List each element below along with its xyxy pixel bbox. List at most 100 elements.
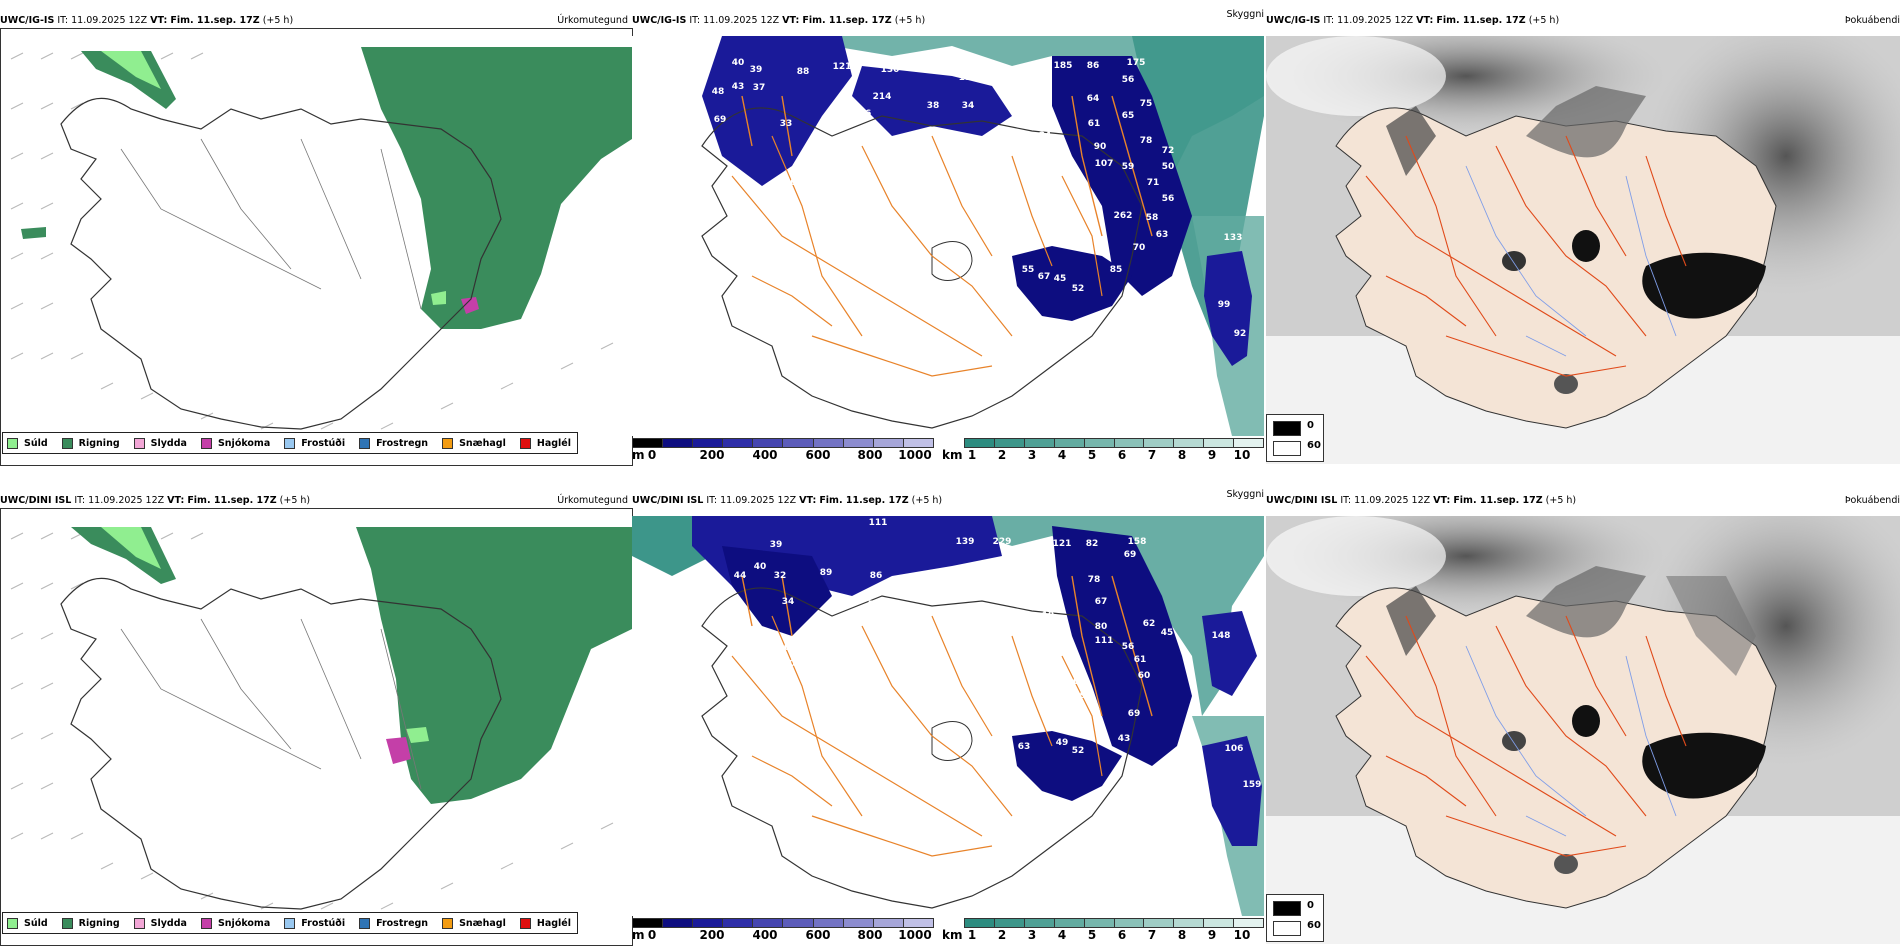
ceiling-value-label: 99	[1217, 300, 1231, 310]
cloud-map-graphic	[632, 516, 1264, 916]
ceiling-value-label: 86	[869, 571, 883, 581]
model-name: UWC/IG-IS	[0, 15, 55, 26]
ceiling-value-label: 99	[1005, 99, 1019, 109]
fog-map-graphic	[1266, 516, 1900, 944]
legend-item: Slydda	[133, 437, 187, 449]
ceiling-value-label: 22	[1045, 642, 1059, 652]
ceiling-value-label: 64	[1086, 94, 1100, 104]
ceiling-value-label: 63	[1155, 230, 1169, 240]
ceiling-unit: m	[632, 928, 645, 942]
fog-legend-high: 0	[1307, 420, 1314, 431]
ceiling-value-label: 50	[1161, 162, 1175, 172]
tick-label: 7	[1147, 448, 1157, 462]
tick-label: 200	[699, 928, 725, 942]
precip-legend: Súld Rigning Slydda Snjókoma Frostúði Fr…	[2, 912, 578, 934]
ceiling-value-label: 107	[777, 643, 797, 653]
lead-time: (+5 h)	[1545, 495, 1577, 506]
tick-label: 3	[1027, 448, 1037, 462]
fog-title: Þokuábendi	[1844, 15, 1900, 26]
tick-label: 1	[967, 928, 977, 942]
legend-item: Slydda	[133, 917, 187, 929]
ceiling-ramp	[632, 438, 934, 448]
cloud-title: Skyggni	[1226, 489, 1264, 500]
ceiling-value-label: 52	[1071, 746, 1085, 756]
fog-map	[1266, 516, 1900, 944]
ceiling-value-label: 56	[783, 178, 797, 188]
tick-label: 1000	[898, 928, 932, 942]
ceiling-value-label: 72	[1049, 689, 1063, 699]
legend-item: Frostregn	[359, 917, 428, 929]
tick-label: 6	[1117, 928, 1127, 942]
legend-item: Frostúði	[284, 917, 345, 929]
it-label: IT:	[706, 495, 718, 506]
ceiling-value-label: 139	[955, 537, 975, 547]
ceiling-value-label: 72	[1161, 146, 1175, 156]
panel-header: UWC/IG-IS IT: 11.09.2025 12Z VT: Fim. 11…	[1266, 14, 1559, 28]
fog-panel-top: UWC/IG-IS IT: 11.09.2025 12Z VT: Fim. 11…	[1266, 14, 1900, 464]
tick-label: 9	[1207, 928, 1217, 942]
ceiling-value-label: 111	[868, 518, 888, 528]
ceiling-value-label: 66	[931, 861, 945, 871]
it-label: IT:	[1323, 15, 1335, 26]
fog-legend: 0 60	[1266, 894, 1324, 942]
lead-time: (+5 h)	[911, 495, 943, 506]
ceiling-value-label: 85	[1109, 265, 1123, 275]
ceiling-value-label: 45	[1160, 628, 1174, 638]
ceiling-value-label: 33	[779, 119, 793, 129]
ceiling-value-label: 40	[753, 562, 767, 572]
ceiling-value-label: 37	[752, 83, 766, 93]
cloud-panel-top: UWC/IG-IS IT: 11.09.2025 12Z VT: Fim. 11…	[632, 9, 1264, 464]
tick-label: 5	[1087, 928, 1097, 942]
vt-label: VT:	[167, 495, 185, 506]
precip-legend: Súld Rigning Slydda Snjókoma Frostúði Fr…	[2, 432, 578, 454]
fog-legend-low: 60	[1307, 440, 1321, 451]
ceiling-value-label: 32	[773, 571, 787, 581]
tick-label: 10	[1233, 448, 1251, 462]
model-name: UWC/IG-IS	[632, 15, 687, 26]
fog-legend-swatch-low	[1273, 441, 1301, 456]
ceiling-value-label: 49	[1055, 738, 1069, 748]
ceiling-value-label: 92	[949, 248, 963, 258]
tick-label: 0	[647, 928, 657, 942]
legend-item: Haglél	[519, 437, 571, 449]
legend-item: Snjókoma	[200, 917, 270, 929]
ceiling-ramp	[632, 918, 934, 928]
visibility-ramp	[964, 438, 1264, 448]
ceiling-value-label: 34	[961, 101, 975, 111]
lead-time: (+5 h)	[894, 15, 926, 26]
ceiling-value-label: 262	[1113, 211, 1133, 221]
vt-value: Fim. 11.sep. 17Z	[819, 495, 909, 506]
ceiling-value-label: 92	[1233, 329, 1247, 339]
ceiling-value-label: 56	[1121, 75, 1135, 85]
tick-label: 2	[997, 928, 1007, 942]
ceiling-value-label: 150	[958, 73, 978, 83]
ceiling-value-label: 61	[1087, 119, 1101, 129]
legend-item: Frostúði	[284, 437, 345, 449]
ceiling-value-label: 107	[1094, 159, 1114, 169]
panel-header: UWC/IG-IS IT: 11.09.2025 12Z VT: Fim. 11…	[0, 14, 293, 28]
model-name: UWC/DINI ISL	[0, 495, 72, 506]
cloud-map: 111 39 139 229 121 82 158 69 44 40 32 89 86 58 118 78 34…	[632, 516, 1264, 916]
ceiling-value-label: 69	[1123, 550, 1137, 560]
panel-header: UWC/IG-IS IT: 11.09.2025 12Z VT: Fim. 11…	[632, 14, 925, 28]
tick-label: 9	[1207, 448, 1217, 462]
tick-label: 1	[967, 448, 977, 462]
cloud-map: 40 39 48 43 37 69 33 56 88 121 130 141 150 214 76 38 34 9…	[632, 36, 1264, 436]
ceiling-colorbar: m 0 200 400 600 800 1000	[632, 438, 942, 462]
legend-item: Frostregn	[359, 437, 428, 449]
tick-label: 800	[857, 928, 883, 942]
visibility-unit: km	[942, 928, 963, 942]
ceiling-value-label: 175	[1126, 58, 1146, 68]
vt-label: VT:	[1416, 15, 1434, 26]
ceiling-value-label: 78	[1087, 575, 1101, 585]
legend-item: Snjókoma	[200, 437, 270, 449]
tick-label: 4	[1057, 448, 1067, 462]
ceiling-value-label: 88	[796, 67, 810, 77]
vt-label: VT:	[799, 495, 817, 506]
legend-item: Súld	[7, 437, 48, 449]
it-label: IT:	[1340, 495, 1352, 506]
it-label: IT:	[74, 495, 86, 506]
it-value: 11.09.2025 12Z	[71, 15, 148, 26]
tick-label: 800	[857, 448, 883, 462]
ceiling-value-label: 62	[1142, 619, 1156, 629]
